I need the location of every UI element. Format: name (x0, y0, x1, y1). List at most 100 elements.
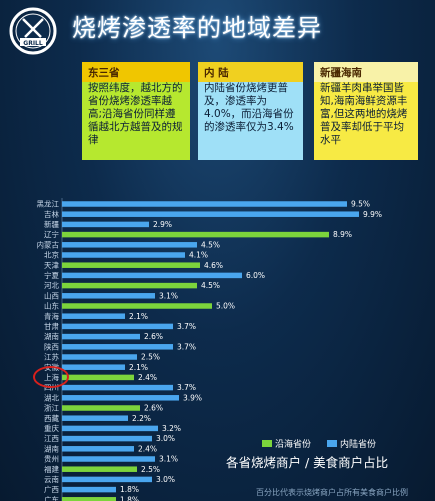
bar (62, 201, 347, 207)
value-label: 2.4% (138, 444, 157, 453)
info-box-text: 新疆羊肉串举国皆知,海南海鲜资源丰富,但这两地的烧烤普及率却低于平均水平 (320, 82, 408, 146)
legend-label: 沿海省份 (275, 440, 312, 450)
info-box-heading: 新疆海南 (314, 62, 418, 82)
value-label: 3.1% (159, 455, 178, 464)
bar (62, 231, 329, 238)
bar (62, 333, 140, 340)
value-label: 3.9% (183, 393, 202, 402)
value-label: 4.1% (189, 251, 208, 260)
value-label: 3.7% (177, 383, 196, 392)
value-label: 2.1% (129, 363, 148, 372)
legend-label: 内陆省份 (340, 440, 377, 450)
legend-inland: 内陆省份 (327, 437, 376, 450)
category-label: 湖南 (44, 443, 59, 453)
value-label: 8.9% (333, 230, 352, 239)
value-label: 4.5% (201, 240, 220, 249)
category-label: 广东 (44, 494, 59, 501)
bar (62, 252, 185, 258)
bar (62, 425, 158, 432)
bar (62, 466, 137, 472)
value-label: 3.2% (162, 424, 181, 433)
category-label: 新疆 (44, 219, 59, 229)
chart-subtitle: 各省烧烤商户 / 美食商户占比 (226, 455, 389, 470)
value-label: 4.6% (204, 261, 223, 270)
category-label: 江西 (44, 434, 59, 443)
bar (62, 242, 197, 248)
category-label: 山东 (44, 301, 59, 311)
category-label: 河北 (44, 281, 59, 290)
grill-logo-icon: GRILL (9, 7, 57, 55)
value-label: 3.0% (156, 475, 175, 484)
category-label: 北京 (44, 250, 59, 260)
value-label: 3.7% (177, 322, 196, 331)
category-label: 天津 (44, 261, 59, 270)
highlight-circle (33, 366, 69, 388)
legend-swatch (262, 440, 272, 447)
bar (62, 497, 116, 501)
category-label: 黑龙江 (37, 199, 60, 209)
bar (62, 374, 134, 381)
bar (62, 303, 212, 309)
category-label: 广西 (44, 484, 59, 494)
bar (62, 293, 155, 299)
bar (62, 395, 179, 401)
category-label: 江苏 (44, 352, 59, 362)
category-label: 宁夏 (44, 270, 59, 280)
info-box-heading: 东三省 (82, 62, 190, 82)
info-box-northeast: 东三省 按照纬度，越北方的省份烧烤渗透率越高;沿海省份同样遵循越北方越普及的规律 (82, 62, 190, 160)
value-label: 2.5% (141, 465, 160, 474)
legend-swatch (327, 440, 337, 447)
bar (62, 435, 152, 442)
value-label: 2.1% (129, 312, 148, 321)
bar (62, 476, 152, 483)
value-label: 5.0% (216, 302, 235, 311)
value-label: 1.8% (120, 485, 139, 494)
logo-text: GRILL (23, 40, 43, 47)
value-label: 2.5% (141, 353, 160, 362)
bar (62, 384, 173, 391)
value-label: 2.6% (144, 404, 163, 413)
bar-chart: 黑龙江 9.5% 吉林 9.9% 新疆 2.9% 辽宁 8.9% 内蒙古 4.5% 北京 4.1% 天津… (37, 198, 382, 501)
bar (62, 456, 155, 462)
value-label: 3.0% (156, 434, 175, 443)
chart-note: 百分比代表示烧烤商户占所有美食商户比例 (256, 488, 408, 497)
value-label: 3.1% (159, 291, 178, 300)
value-label: 2.9% (153, 220, 172, 229)
category-label: 湖北 (44, 393, 59, 402)
category-label: 重庆 (44, 423, 59, 433)
bar (62, 405, 140, 411)
category-label: 山西 (44, 290, 59, 300)
info-box-text: 按照纬度，越北方的省份烧烤渗透率越高;沿海省份同样遵循越北方越普及的规律 (88, 82, 183, 146)
category-label: 内蒙古 (37, 239, 60, 249)
info-box-heading: 内 陆 (198, 62, 303, 82)
bar (62, 344, 173, 350)
bar (62, 272, 242, 279)
category-label: 辽宁 (44, 229, 59, 239)
bar (62, 282, 197, 289)
value-label: 2.4% (138, 373, 157, 382)
category-label: 甘肃 (44, 321, 59, 331)
bar (62, 486, 116, 493)
bar (62, 354, 137, 360)
value-label: 9.9% (363, 210, 382, 219)
value-label: 2.2% (132, 414, 151, 423)
category-label: 浙江 (44, 403, 59, 413)
bar (62, 446, 134, 452)
category-label: 吉林 (44, 209, 59, 219)
info-box-text: 内陆省份烧烤更普及，渗透率为4.0%，而沿海省份的渗透率仅为3.4% (204, 82, 294, 133)
value-label: 3.7% (177, 342, 196, 351)
value-label: 1.8% (120, 495, 139, 501)
category-label: 云南 (44, 474, 59, 484)
info-box-xinjiang-hainan: 新疆海南 新疆羊肉串举国皆知,海南海鲜资源丰富,但这两地的烧烤普及率却低于平均水… (314, 62, 418, 160)
page-title: 烧烤渗透率的地域差异 (72, 14, 322, 42)
bar (62, 313, 125, 319)
category-label: 湖南 (44, 331, 59, 341)
category-label: 贵州 (44, 454, 59, 464)
category-label: 青海 (44, 311, 59, 321)
value-label: 6.0% (246, 271, 265, 280)
category-label: 陕西 (44, 341, 59, 351)
info-box-inland: 内 陆 内陆省份烧烤更普及，渗透率为4.0%，而沿海省份的渗透率仅为3.4% (198, 62, 303, 160)
legend-coastal: 沿海省份 (262, 437, 311, 450)
value-label: 9.5% (351, 200, 370, 209)
